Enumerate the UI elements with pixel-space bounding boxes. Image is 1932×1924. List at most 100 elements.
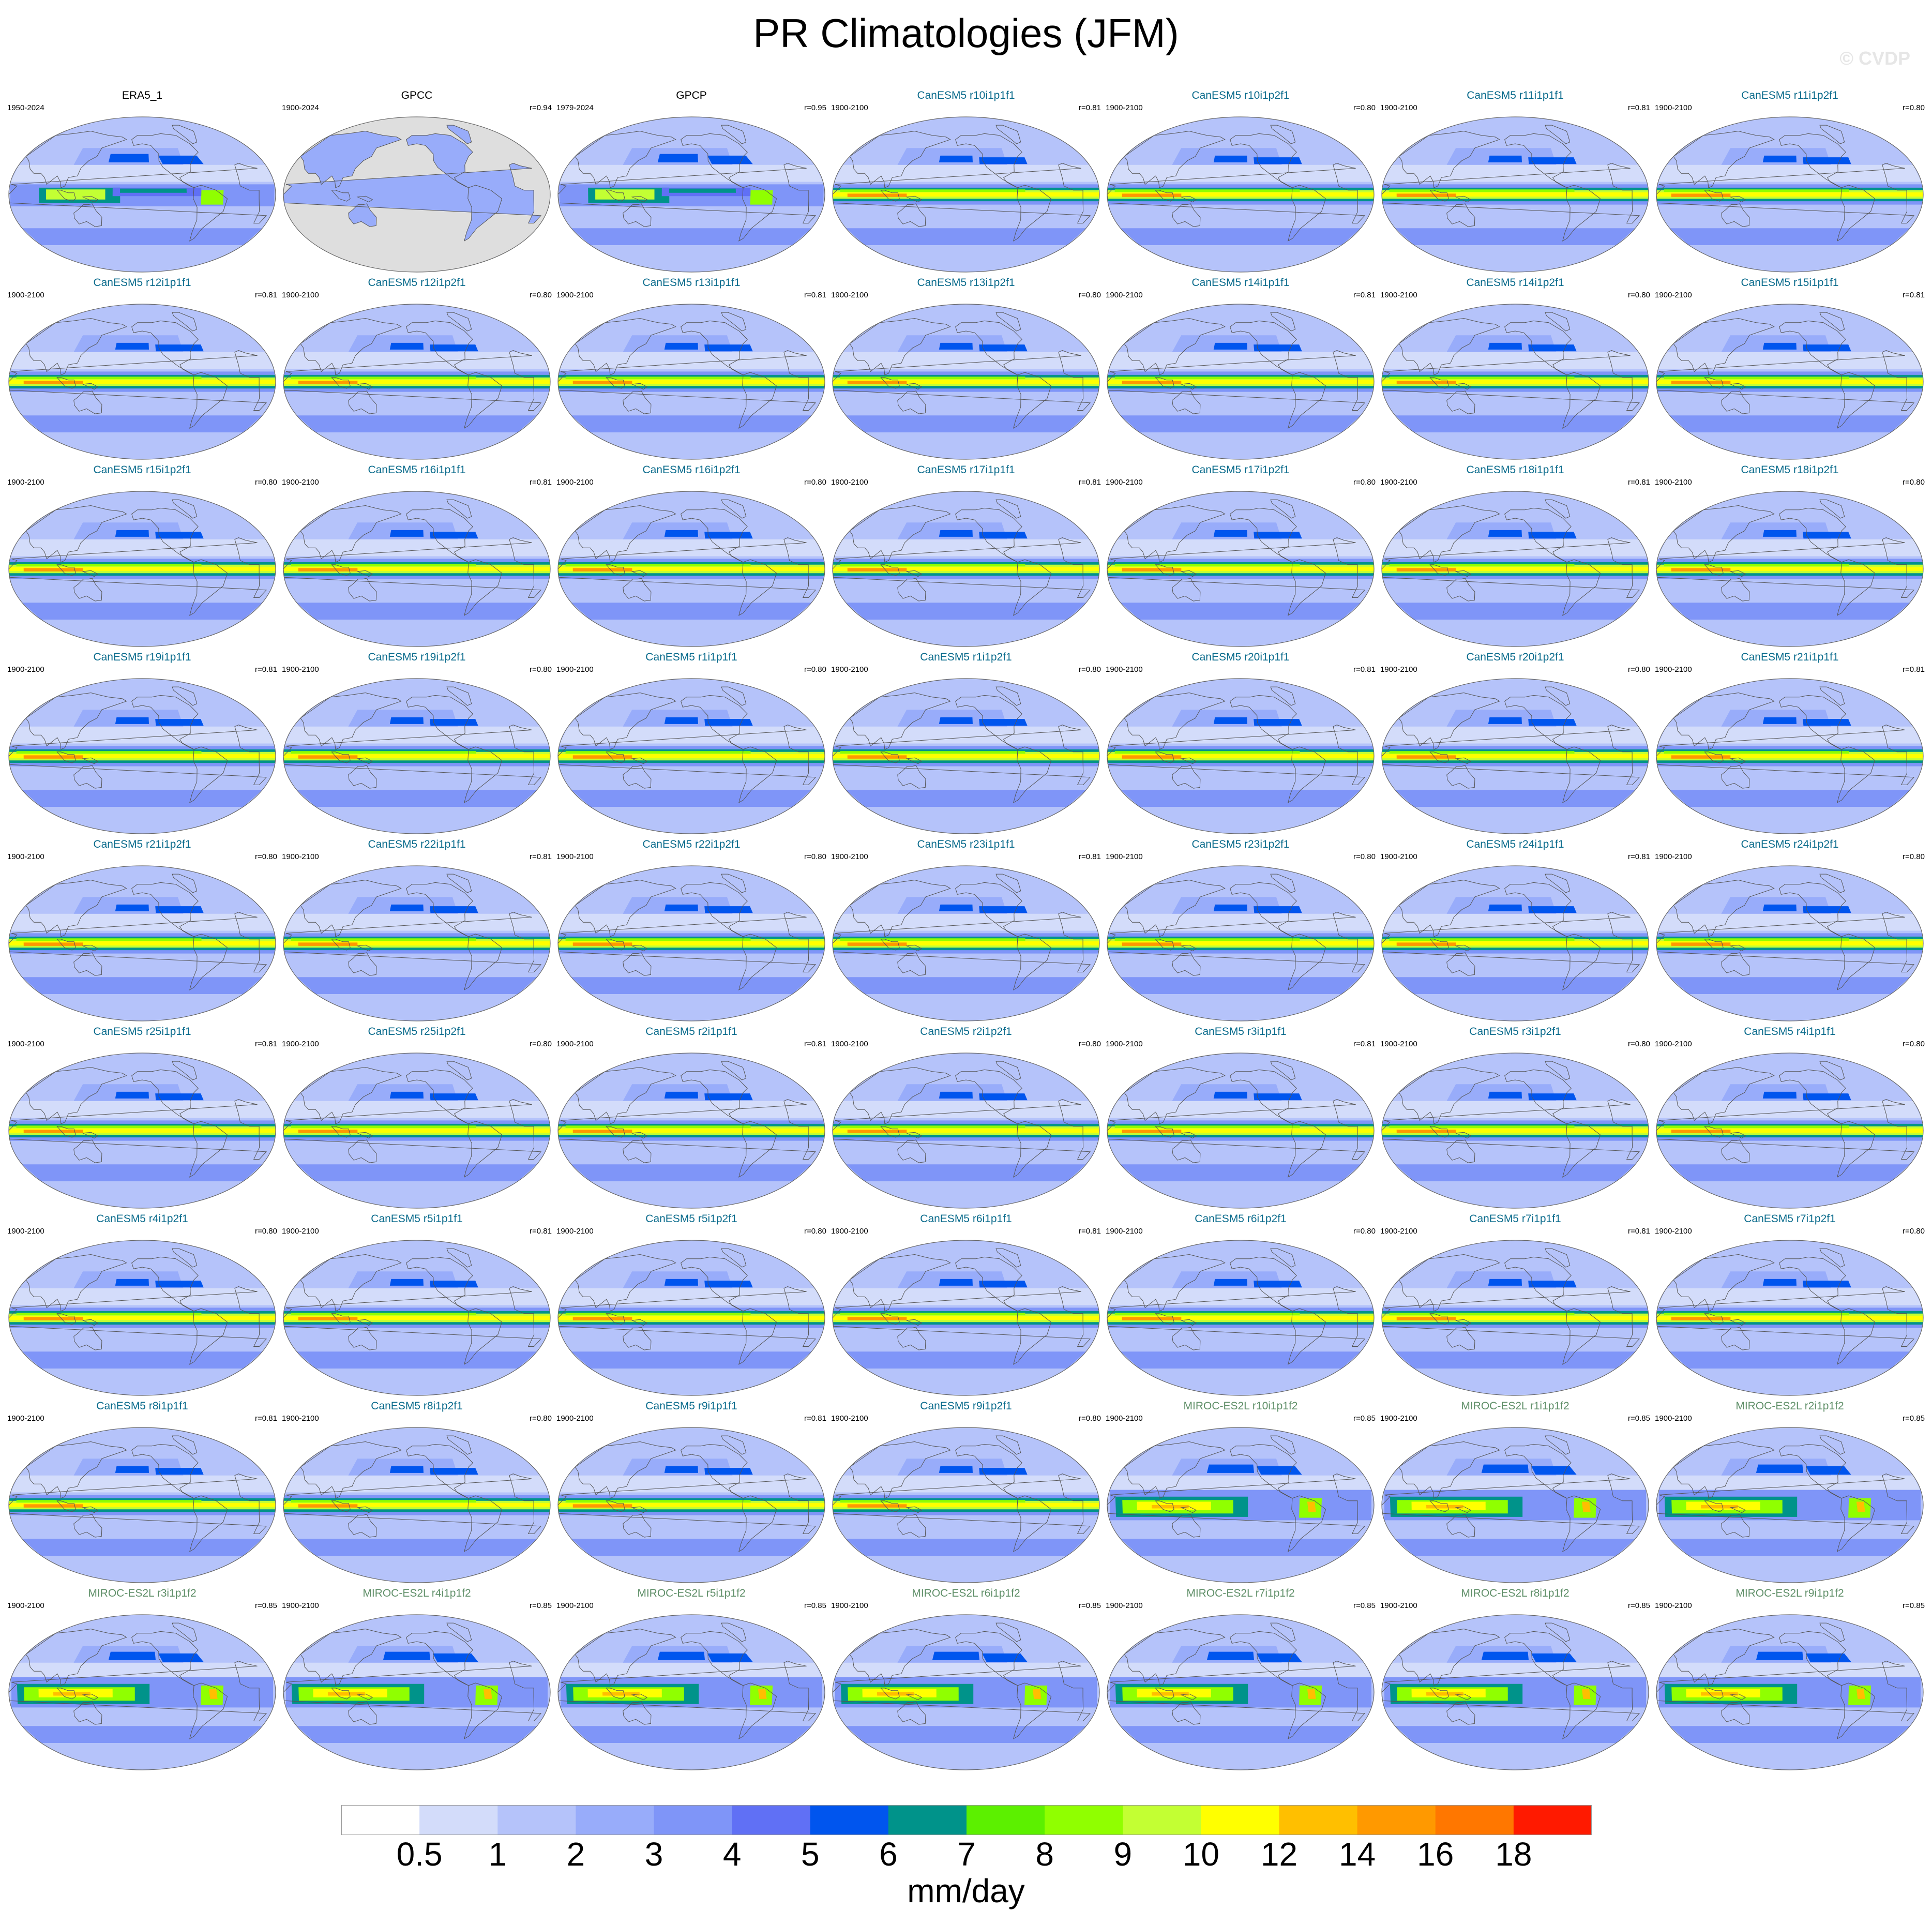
map-panel: CanESM5 r11i1p2f1 1900-2100 r=0.80 [1653,89,1927,276]
panel-correlation: r=0.80 [1628,1040,1650,1048]
precip-map [1656,116,1924,273]
panel-years: 1900-2100 [556,1040,594,1048]
map-border [1107,491,1375,647]
itcz-secondary [1389,751,1575,754]
panel-title: CanESM5 r21i1p2f1 [93,838,191,850]
itcz-secondary [565,1125,751,1129]
panel-years: 1900-2100 [1380,478,1417,487]
itcz-secondary [16,564,202,567]
coastline [1172,1327,1201,1350]
storm-track-south [22,1539,263,1556]
coastline [300,318,402,375]
panel-years: 1900-2100 [1655,1040,1692,1048]
itcz-maximum [572,942,632,946]
storm-track-south [1395,790,1636,807]
dry-zone-north [834,1662,1098,1680]
dry-zone-north [1383,1288,1647,1305]
dry-zone-north [10,352,274,369]
coastline [849,692,951,750]
coastline [1729,1506,1746,1513]
map-border [557,678,825,834]
panel-title: CanESM5 r4i1p2f1 [96,1213,188,1225]
panel-years: 1900-2100 [556,1227,594,1236]
na-storm-track [433,1653,478,1662]
itcz-maximum [1122,1130,1182,1133]
itcz-secondary [840,189,1025,192]
coastline [446,1622,472,1642]
na-storm-track [158,1653,204,1662]
coastline [849,318,951,375]
coastline [1837,372,1876,429]
na-storm-track [430,1281,478,1288]
coastline [1180,757,1197,764]
coastline [1837,185,1876,242]
coastline [1155,377,1174,389]
precip-map [1656,1427,1924,1583]
map-border [557,1427,825,1583]
colorbar-tick-label: 12 [1260,1836,1298,1873]
coastline [631,383,648,390]
storm-track-south [1669,790,1910,807]
coastline [1270,686,1296,706]
panel-title: CanESM5 r1i1p2f1 [920,651,1012,663]
coastline [1172,1701,1201,1725]
precip-map [8,865,276,1021]
panel-title: CanESM5 r15i1p2f1 [93,464,191,476]
coastline [300,1254,402,1312]
coastline [1729,383,1746,390]
coastline [575,879,676,937]
coastline [1270,874,1296,893]
panel-correlation: r=0.81 [1079,103,1101,112]
panel-correlation: r=0.80 [1903,852,1925,861]
coastline [1382,1286,1640,1347]
dry-zone-north [834,726,1098,744]
itcz-maximum [1122,1317,1182,1320]
coastline [1382,350,1640,411]
coastline [1270,1248,1296,1268]
coastline [56,377,76,389]
dry-zone-north [10,913,274,931]
na-storm-track [430,719,478,726]
precip-map [283,1427,551,1583]
storm-track-south [846,790,1086,807]
itcz-maximum [1396,942,1456,946]
colorbar [341,1805,1592,1835]
map-panel: CanESM5 r25i1p2f1 1900-2100 r=0.80 [280,1025,554,1212]
coastline [1180,1319,1197,1326]
np-storm-track [389,530,424,537]
panel-correlation: r=0.80 [1628,665,1650,674]
panel-years: 1900-2100 [1655,1227,1692,1236]
map-border [832,304,1100,460]
dry-zone-north [560,539,823,557]
coastline [131,1256,199,1312]
coastline [356,196,373,203]
map-panel: CanESM5 r24i1p2f1 1900-2100 r=0.80 [1653,838,1927,1025]
map-border [832,1427,1100,1583]
coastline [1270,1061,1296,1080]
coastline [131,507,199,563]
panel-title: CanESM5 r6i1p2f1 [1195,1213,1287,1225]
precip-map [557,491,825,647]
coastline [849,1066,951,1124]
coastline [1779,320,1846,375]
coastline [1124,318,1226,375]
coastline [631,1693,648,1701]
coastline [1545,499,1571,519]
coastline [905,1693,923,1701]
coastline [738,1682,777,1739]
map-border [283,491,551,647]
panel-title: MIROC-ES2L r6i1p1f2 [912,1587,1020,1599]
map-border [8,1240,276,1396]
coastline [631,1506,648,1513]
precip-map [1381,304,1649,460]
map-border [8,1053,276,1209]
panel-correlation: r=0.95 [804,103,826,112]
panel-correlation: r=0.81 [255,665,277,674]
coastline [73,952,102,976]
coastline [1155,1688,1174,1700]
coastline [1673,130,1775,188]
na-storm-track [1254,1281,1302,1288]
coastline [1779,1444,1846,1499]
coastline [1779,507,1846,563]
itcz-secondary [1664,751,1849,754]
